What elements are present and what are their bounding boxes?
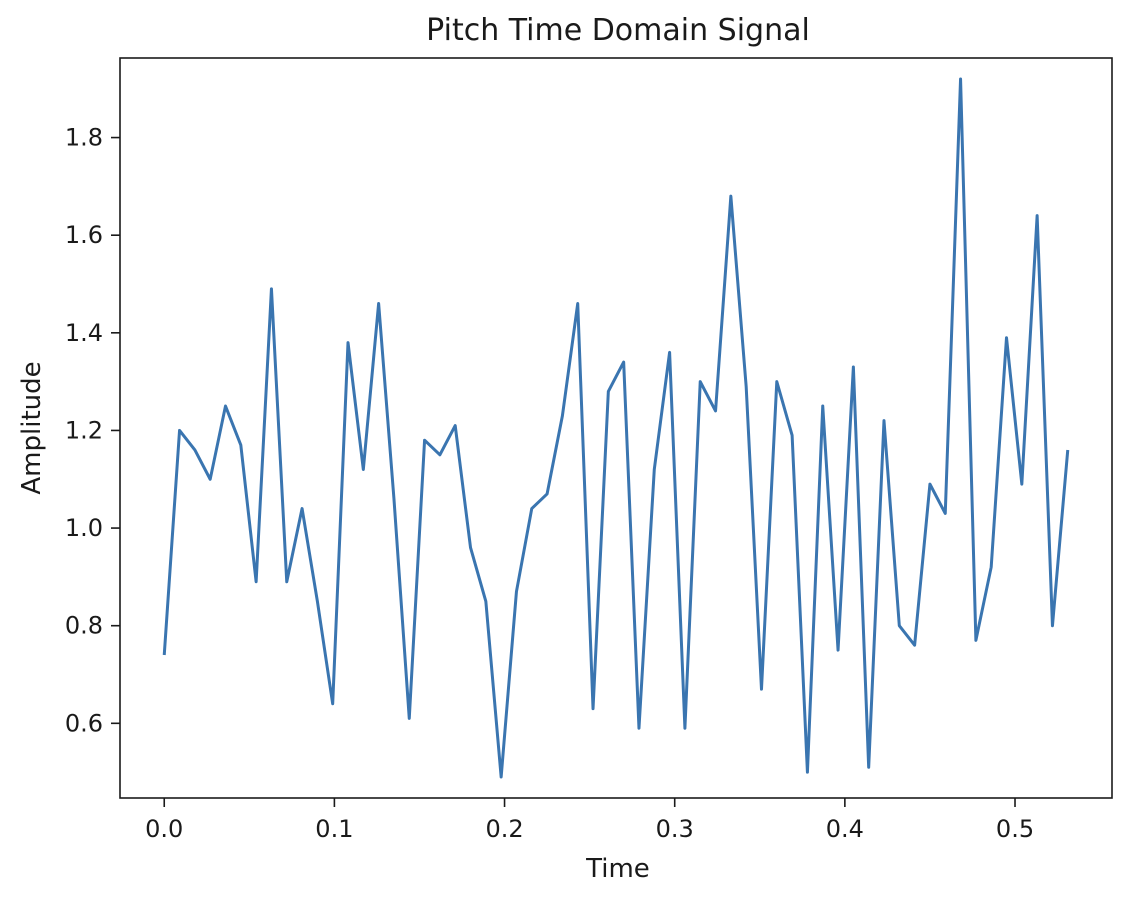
x-tick-label: 0.4 bbox=[826, 815, 864, 843]
y-tick-label: 1.2 bbox=[65, 416, 103, 444]
x-tick-label: 0.3 bbox=[656, 815, 694, 843]
y-tick-label: 1.0 bbox=[65, 514, 103, 542]
x-tick-label: 0.0 bbox=[145, 815, 183, 843]
series-line-1 bbox=[162, 77, 1070, 779]
axes-frame bbox=[119, 57, 1113, 799]
y-tick-label: 0.8 bbox=[65, 612, 103, 640]
plot-area: 0.0 0.1 0.2 0.3 0.4 0.5 0.6 0.8 1.0 1.2 1.4 1.6 1.8 bbox=[65, 57, 1113, 843]
x-axis-label: Time bbox=[585, 854, 650, 884]
y-tick-label: 1.6 bbox=[65, 221, 103, 249]
y-axis-label: Amplitude bbox=[17, 361, 47, 494]
x-tick-label: 0.5 bbox=[996, 815, 1034, 843]
y-tick-label: 0.6 bbox=[65, 709, 103, 737]
y-tick-label: 1.4 bbox=[65, 319, 103, 347]
x-tick-label: 0.2 bbox=[485, 815, 523, 843]
y-tick-label: 1.8 bbox=[65, 124, 103, 152]
chart-title: Pitch Time Domain Signal bbox=[426, 13, 810, 48]
x-tick-label: 0.1 bbox=[315, 815, 353, 843]
